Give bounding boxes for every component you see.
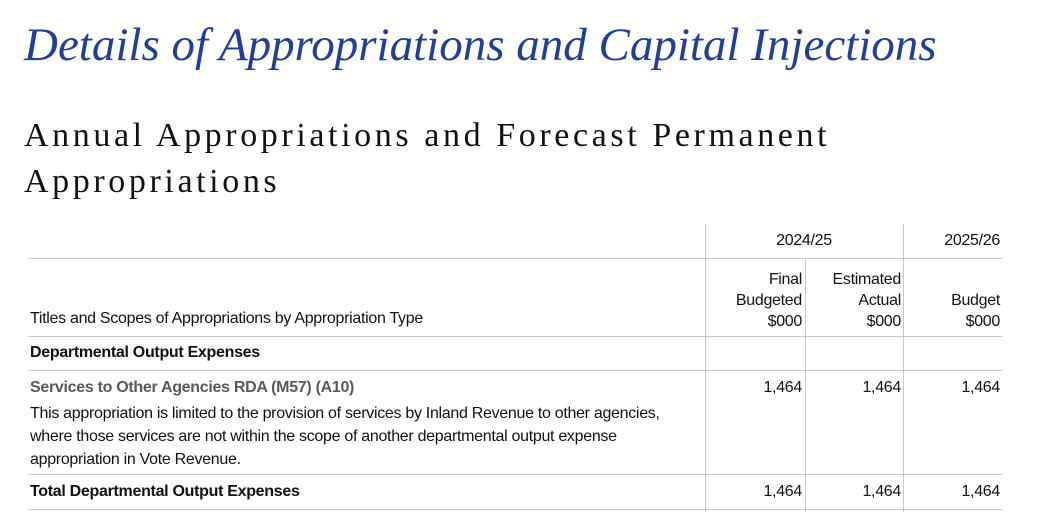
cell-value: 1,464 [961,379,1000,396]
page-subtitle: Annual Appropriations and Forecast Perma… [24,117,831,200]
row-rule [28,258,1002,259]
total-value: 1,464 [862,483,901,500]
row-rule [28,336,1002,337]
item-name: Services to Other Agencies RDA (M57) (A1… [30,379,355,396]
row-rule [28,509,1002,510]
cell-value: 1,464 [862,379,901,396]
section-heading: Departmental Output Expenses [30,344,260,361]
column-rule [805,258,806,512]
row-rule [28,370,1002,371]
column-header: Budget $000 [951,292,1000,330]
total-value: 1,464 [763,483,802,500]
year-header: 2025/26 [944,232,1000,249]
cell-value: 1,464 [763,379,802,396]
total-label: Total Departmental Output Expenses [30,483,300,500]
page-title: Details of Appropriations and Capital In… [24,19,937,71]
column-rule [903,224,904,512]
column-header: Titles and Scopes of Appropriations by A… [30,310,423,327]
column-header: Final Budgeted $000 [735,271,802,330]
row-rule [28,474,1002,475]
column-header: Estimated Actual $000 [832,271,902,330]
year-header: 2024/25 [776,232,832,249]
item-scope: This appropriation is limited to the pro… [30,405,660,468]
total-value: 1,464 [961,483,1000,500]
column-rule [705,224,706,512]
